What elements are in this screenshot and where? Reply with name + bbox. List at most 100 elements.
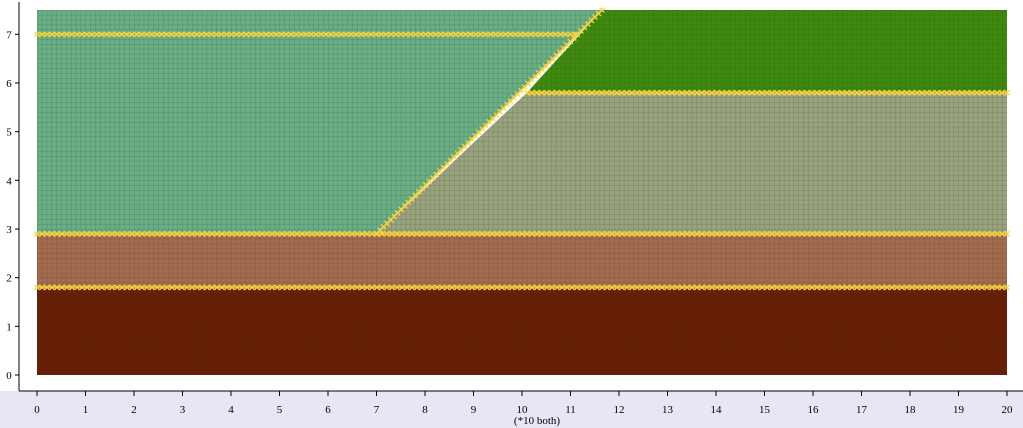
boundary-node-marker xyxy=(994,284,1000,291)
boundary-node-marker xyxy=(409,284,415,291)
boundary-node-marker xyxy=(437,31,444,38)
boundary-node-marker xyxy=(794,230,800,237)
boundary-node-marker xyxy=(407,31,414,38)
boundary-node-marker xyxy=(199,284,205,291)
boundary-node-marker xyxy=(34,31,40,38)
boundary-node-marker xyxy=(542,31,549,38)
boundary-node-marker xyxy=(522,31,529,38)
boundary-node-marker xyxy=(554,230,560,237)
boundary-node-marker xyxy=(669,230,675,237)
boundary-node-marker xyxy=(114,230,120,237)
x-tick-label: 8 xyxy=(422,404,428,416)
boundary-node-marker xyxy=(179,284,185,291)
boundary-node-marker xyxy=(404,284,410,291)
boundary-node-marker xyxy=(89,230,95,237)
boundary-node-marker xyxy=(914,89,920,96)
boundary-node-marker xyxy=(339,284,345,291)
boundary-node-marker xyxy=(608,89,615,96)
boundary-node-marker xyxy=(459,230,465,237)
boundary-node-marker xyxy=(624,284,630,291)
boundary-node-marker xyxy=(559,284,565,291)
boundary-node-marker xyxy=(54,284,60,291)
boundary-node-marker xyxy=(214,284,220,291)
boundary-node-marker xyxy=(538,89,545,96)
boundary-node-marker xyxy=(834,230,840,237)
boundary-node-marker xyxy=(534,230,540,237)
boundary-node-marker xyxy=(284,284,290,291)
boundary-node-marker xyxy=(549,284,555,291)
boundary-node-marker xyxy=(764,230,770,237)
boundary-node-marker xyxy=(119,284,125,291)
boundary-node-marker xyxy=(442,31,449,38)
boundary-node-marker xyxy=(263,31,270,38)
boundary-node-marker xyxy=(824,230,830,237)
boundary-node-marker xyxy=(184,284,190,291)
boundary-node-marker xyxy=(969,284,975,291)
boundary-node-marker xyxy=(599,7,605,13)
boundary-node-marker xyxy=(979,89,985,96)
boundary-node-marker xyxy=(879,284,885,291)
boundary-node-marker xyxy=(664,230,670,237)
boundary-node-marker xyxy=(514,230,520,237)
boundary-node-marker xyxy=(304,284,310,291)
boundary-node-marker xyxy=(929,284,935,291)
boundary-node-marker xyxy=(708,89,715,96)
boundary-node-marker xyxy=(349,230,355,237)
boundary-node-marker xyxy=(709,284,715,291)
y-tick-label: 7 xyxy=(6,29,12,41)
boundary-node-marker xyxy=(99,284,105,291)
boundary-node-marker xyxy=(344,230,350,237)
boundary-node-marker xyxy=(739,284,745,291)
boundary-node-marker xyxy=(279,230,285,237)
boundary-node-marker xyxy=(849,284,855,291)
boundary-node-marker xyxy=(699,230,705,237)
boundary-node-marker xyxy=(718,89,725,96)
boundary-node-marker xyxy=(244,284,250,291)
boundary-node-marker xyxy=(109,230,115,237)
boundary-node-marker xyxy=(698,89,705,96)
boundary-node-marker xyxy=(813,89,820,96)
boundary-node-marker xyxy=(929,230,935,237)
boundary-node-marker xyxy=(739,230,745,237)
boundary-node-marker xyxy=(823,89,830,96)
boundary-node-marker xyxy=(974,230,980,237)
boundary-node-marker xyxy=(634,230,640,237)
boundary-node-marker xyxy=(734,230,740,237)
boundary-node-marker xyxy=(264,230,270,237)
boundary-node-marker xyxy=(364,230,370,237)
boundary-node-marker xyxy=(313,31,320,38)
boundary-node-marker xyxy=(673,89,680,96)
boundary-node-marker xyxy=(422,31,429,38)
boundary-node-marker xyxy=(224,230,230,237)
boundary-node-marker xyxy=(1004,284,1010,291)
boundary-node-marker xyxy=(524,230,530,237)
boundary-node-marker xyxy=(507,31,514,38)
boundary-node-marker xyxy=(219,284,225,291)
boundary-node-marker xyxy=(492,31,499,38)
boundary-node-marker xyxy=(384,230,390,237)
boundary-node-marker xyxy=(484,284,490,291)
boundary-node-marker xyxy=(79,284,85,291)
boundary-node-marker xyxy=(904,230,910,237)
mesh-grid-right-middle-layer xyxy=(376,92,1007,234)
boundary-node-marker xyxy=(838,89,845,96)
boundary-node-marker xyxy=(984,89,990,96)
boundary-node-marker xyxy=(474,230,480,237)
boundary-node-marker xyxy=(644,230,650,237)
boundary-node-marker xyxy=(399,230,405,237)
boundary-node-marker xyxy=(149,230,155,237)
boundary-node-marker xyxy=(613,89,620,96)
boundary-node-marker xyxy=(859,230,865,237)
x-tick-label: 17 xyxy=(856,404,868,416)
boundary-node-marker xyxy=(234,284,240,291)
boundary-node-marker xyxy=(139,230,145,237)
boundary-node-marker xyxy=(88,31,95,38)
boundary-node-marker xyxy=(354,230,360,237)
boundary-node-marker xyxy=(98,31,105,38)
boundary-node-marker xyxy=(349,284,355,291)
boundary-node-marker xyxy=(684,230,690,237)
boundary-node-marker xyxy=(368,31,374,38)
boundary-node-marker xyxy=(628,89,635,96)
boundary-node-marker xyxy=(924,284,930,291)
boundary-node-marker xyxy=(429,230,435,237)
